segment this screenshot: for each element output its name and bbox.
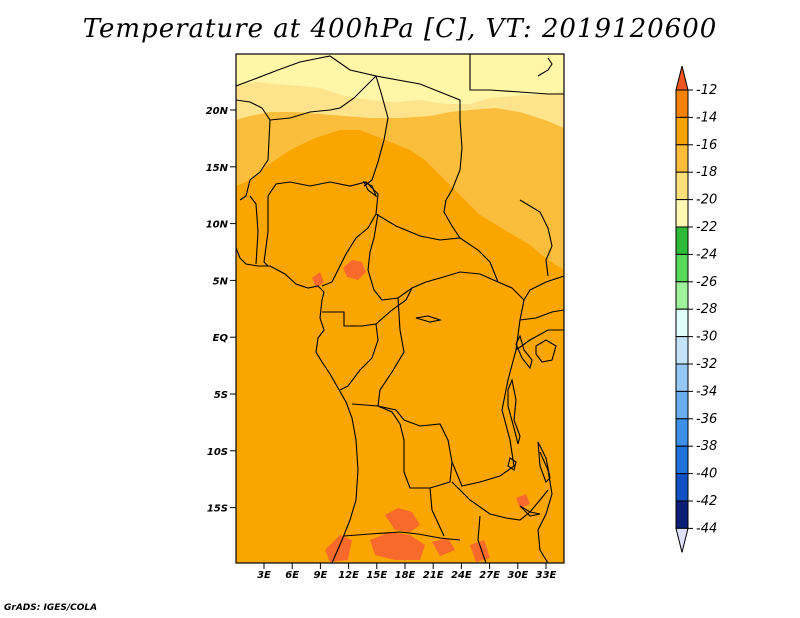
colorbar-segment [675,418,689,447]
colorbar-label: -36 [696,412,717,427]
lat-tick-label: 20N [206,106,229,117]
colorbar-label: -22 [696,220,717,235]
colorbar-segment [675,445,689,475]
credit-text: GrADS: IGES/COLA [4,603,98,613]
colorbar-segment [675,89,689,118]
colorbar-segment [675,171,689,201]
colorbar-segment [675,253,689,283]
lon-tick-label: 12E [338,570,359,581]
map-title: Temperature at 400hPa [C], VT: 201912060… [82,14,718,44]
colorbar-segment [675,226,689,255]
lon-tick-label: 27E [479,570,500,581]
field-hotspot-east [516,494,530,508]
colorbar-label: -34 [696,384,717,399]
field-hotspot-coast [312,272,324,288]
colorbar-label: -28 [696,302,717,317]
colorbar-segment [675,308,689,338]
field-band-paleyellow [236,54,564,104]
colorbar-label: -20 [696,193,717,208]
colorbar-segment [675,473,689,502]
field-hotspot-cameroon [343,260,366,280]
colorbar-label: -30 [696,330,717,345]
lat-axis: 20N 15N 10N 5N EQ 5S 10S 15S [206,106,236,515]
colorbar-segment [675,336,689,365]
map-frame [235,53,565,564]
colorbar-label: -24 [696,247,717,262]
lat-tick-label: EQ [213,333,229,344]
colorbar-label: -18 [696,165,717,180]
colorbar-segment [675,116,689,146]
colorbar-label: -26 [696,275,717,290]
lat-tick-label: 5S [214,390,228,401]
borders [236,54,564,563]
lon-tick-label: 6E [285,570,299,581]
field-hotspot-south1 [385,508,420,532]
colorbar-label: -14 [696,110,717,125]
lon-tick-label: 21E [423,570,444,581]
lon-tick-label: 30E [507,570,528,581]
colorbar-bottom-arrow [675,527,689,553]
colorbar-label: -42 [696,494,717,509]
colorbar-segment [675,500,689,529]
field-hotspot-south4 [432,538,455,556]
lon-tick-label: 33E [536,570,557,581]
lat-tick-label: 15S [207,504,228,515]
colorbar: -12 -14 -16 -18 -20 -22 -24 -26 -28 -30 -32 -34 -36 -… [675,65,717,553]
colorbar-label: -40 [696,467,717,482]
lon-tick-label: 18E [395,570,416,581]
lat-tick-label: 10S [207,447,228,458]
colorbar-label: -44 [696,521,717,536]
lon-tick-label: 15E [366,570,387,581]
colorbar-label: -38 [696,439,717,454]
colorbar-segment [675,281,689,310]
colorbar-label: -12 [696,83,717,98]
field-hotspot-south2 [370,532,425,560]
temperature-field [236,54,564,563]
lon-axis: 3E 6E 9E 12E 15E 18E 21E 24E 27E 30E 33E [257,563,557,581]
lon-tick-label: 9E [314,570,328,581]
colorbar-label: -16 [696,138,717,153]
colorbar-segment [675,144,689,173]
lat-tick-label: 15N [206,163,229,174]
colorbar-label: -32 [696,357,717,372]
lat-tick-label: 10N [206,220,229,231]
lon-tick-label: 24E [451,570,472,581]
colorbar-segment [675,363,689,392]
colorbar-segment [675,390,689,420]
colorbar-segment [675,199,689,228]
lon-tick-label: 3E [257,570,271,581]
lat-tick-label: 5N [213,276,229,287]
colorbar-top-arrow [675,65,689,91]
field-hotspot-south5 [470,540,490,562]
